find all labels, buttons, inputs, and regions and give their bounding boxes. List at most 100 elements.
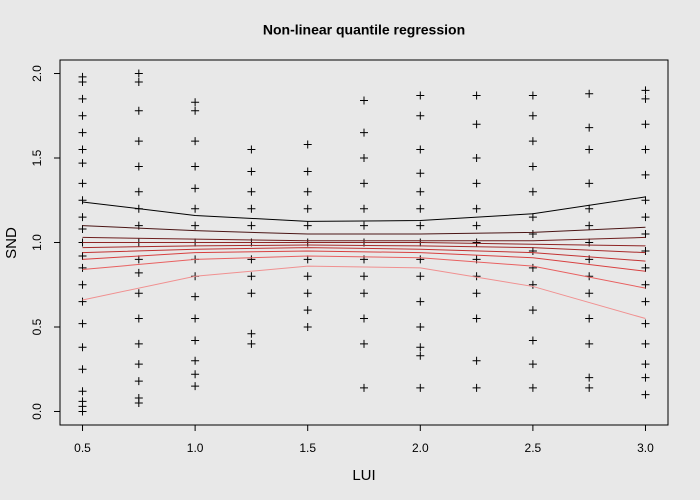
quantile-curve bbox=[82, 244, 646, 254]
point bbox=[585, 373, 594, 382]
point bbox=[641, 213, 650, 222]
point bbox=[360, 314, 368, 323]
y-tick-label: 1.5 bbox=[30, 149, 44, 166]
point bbox=[78, 397, 87, 406]
point bbox=[78, 263, 87, 272]
point bbox=[360, 128, 368, 137]
point bbox=[247, 204, 256, 213]
point bbox=[247, 289, 256, 298]
point bbox=[134, 360, 143, 369]
x-tick-label: 1.5 bbox=[299, 441, 316, 455]
quantile-curve bbox=[82, 236, 646, 242]
point bbox=[472, 289, 481, 298]
point bbox=[303, 306, 312, 315]
point bbox=[641, 373, 650, 382]
point bbox=[360, 383, 368, 392]
quantile-curve bbox=[82, 255, 646, 289]
point bbox=[247, 329, 256, 338]
point bbox=[191, 356, 200, 365]
point bbox=[416, 351, 425, 360]
point bbox=[472, 221, 481, 230]
point bbox=[472, 204, 481, 213]
point bbox=[528, 336, 537, 345]
x-tick-label: 3.0 bbox=[637, 441, 654, 455]
point bbox=[78, 213, 87, 222]
point bbox=[585, 123, 594, 132]
point bbox=[134, 137, 143, 146]
point bbox=[528, 263, 537, 272]
y-tick-label: 2.0 bbox=[30, 65, 44, 82]
point bbox=[78, 252, 87, 261]
point bbox=[641, 280, 650, 289]
point bbox=[641, 94, 650, 103]
point bbox=[585, 89, 594, 98]
point bbox=[191, 184, 200, 193]
point bbox=[247, 167, 256, 176]
point bbox=[360, 339, 368, 348]
point bbox=[78, 280, 87, 289]
x-axis-label: LUI bbox=[352, 467, 375, 484]
point bbox=[134, 339, 143, 348]
point bbox=[585, 204, 594, 213]
point bbox=[641, 170, 650, 179]
point bbox=[360, 96, 368, 105]
point bbox=[472, 314, 481, 323]
y-tick-label: 1.0 bbox=[30, 234, 44, 251]
point bbox=[360, 289, 368, 298]
x-tick-label: 1.0 bbox=[187, 441, 204, 455]
point bbox=[78, 196, 87, 205]
point bbox=[416, 255, 425, 264]
point bbox=[134, 289, 143, 298]
point bbox=[247, 255, 256, 264]
point bbox=[585, 179, 594, 188]
point bbox=[585, 339, 594, 348]
point bbox=[416, 204, 425, 213]
point bbox=[78, 94, 87, 103]
point bbox=[416, 187, 425, 196]
point bbox=[416, 111, 425, 120]
point bbox=[528, 162, 537, 171]
point bbox=[247, 145, 256, 154]
point bbox=[528, 111, 537, 120]
point bbox=[528, 91, 537, 100]
point bbox=[191, 137, 200, 146]
quantile-curve bbox=[82, 250, 646, 272]
point bbox=[585, 221, 594, 230]
point bbox=[360, 204, 368, 213]
point bbox=[134, 268, 143, 277]
point bbox=[78, 319, 87, 328]
point bbox=[416, 145, 425, 154]
y-tick-label: 0.5 bbox=[30, 318, 44, 335]
y-tick-label: 0.0 bbox=[30, 403, 44, 420]
point bbox=[528, 306, 537, 315]
point bbox=[641, 263, 650, 272]
point bbox=[303, 204, 312, 213]
point bbox=[134, 393, 143, 402]
point bbox=[528, 280, 537, 289]
point bbox=[247, 221, 256, 230]
point bbox=[472, 154, 481, 163]
point bbox=[641, 319, 650, 328]
point bbox=[585, 383, 594, 392]
point bbox=[641, 246, 650, 255]
quantile-curve bbox=[82, 265, 646, 320]
point bbox=[360, 221, 368, 230]
point bbox=[191, 204, 200, 213]
point bbox=[416, 169, 425, 178]
point bbox=[134, 255, 143, 264]
point bbox=[303, 255, 312, 264]
point bbox=[360, 272, 368, 281]
y-axis-label: SND bbox=[3, 227, 20, 259]
point bbox=[528, 383, 537, 392]
point bbox=[641, 86, 650, 95]
point bbox=[416, 221, 425, 230]
point bbox=[191, 382, 200, 391]
point bbox=[585, 314, 594, 323]
point bbox=[78, 128, 87, 137]
point bbox=[134, 187, 143, 196]
point bbox=[472, 179, 481, 188]
point bbox=[472, 120, 481, 129]
point bbox=[78, 159, 87, 168]
point bbox=[641, 297, 650, 306]
